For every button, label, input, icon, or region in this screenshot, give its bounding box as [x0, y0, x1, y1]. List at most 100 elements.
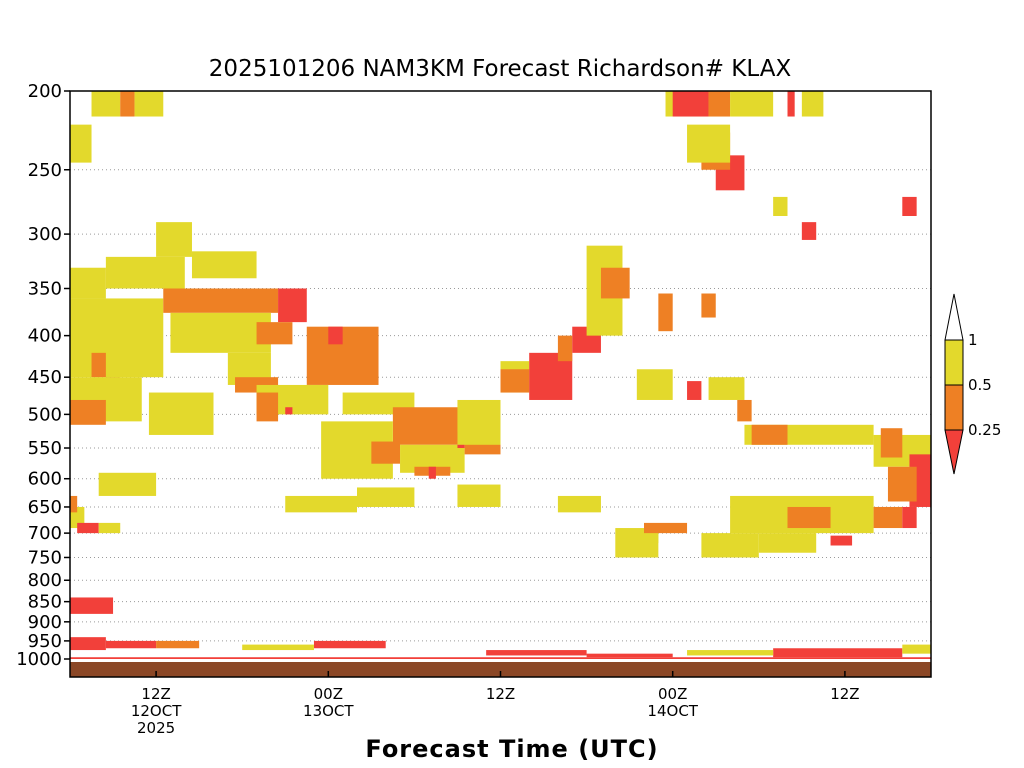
y-tick-label: 650	[28, 497, 62, 518]
data-cell	[658, 293, 673, 332]
data-cell-low	[773, 648, 903, 658]
data-cell-low	[313, 640, 386, 649]
data-cell-low	[105, 640, 157, 649]
y-tick-label: 800	[28, 570, 62, 591]
colorbar-bin	[944, 339, 964, 386]
data-cells	[70, 91, 931, 677]
data-cell	[256, 392, 279, 422]
data-cell	[98, 472, 157, 496]
data-cell	[371, 441, 401, 464]
data-cell	[557, 335, 573, 362]
data-cell	[98, 522, 121, 534]
data-cell	[285, 495, 357, 513]
data-cell	[751, 424, 788, 445]
data-cell	[148, 392, 214, 435]
colorbar: 1 0.5 0.25	[944, 293, 1001, 475]
data-cell-low	[242, 644, 314, 651]
colorbar-label: 1	[968, 331, 978, 349]
data-cell	[156, 222, 192, 257]
data-cell	[328, 326, 343, 345]
data-cell	[701, 533, 759, 558]
data-cell	[357, 487, 415, 507]
data-cell	[91, 352, 106, 378]
y-axis-ticks: 200 250 300 350 400 450 500 550 600 650 700 7508008…	[16, 81, 70, 670]
data-cell	[557, 495, 601, 513]
data-cell	[787, 91, 795, 117]
data-cell	[801, 91, 824, 117]
data-cell	[120, 91, 135, 117]
x-tick-label: 12OCT	[131, 702, 182, 720]
colorbar-label: 0.25	[968, 421, 1001, 439]
data-cell	[701, 293, 716, 318]
y-tick-label: 1000	[16, 649, 62, 670]
x-tick-label: 12Z	[141, 685, 170, 703]
data-cell	[457, 399, 501, 445]
data-cell	[902, 196, 917, 216]
data-cell	[787, 506, 831, 529]
y-tick-label: 950	[28, 631, 62, 652]
y-tick-label: 300	[28, 224, 62, 245]
data-cell-low	[902, 644, 931, 654]
data-cell-low	[586, 653, 673, 658]
y-tick-label: 400	[28, 326, 62, 347]
data-cell	[830, 535, 853, 546]
y-tick-label: 350	[28, 278, 62, 299]
data-cell	[91, 91, 121, 117]
data-cell-low	[70, 637, 106, 651]
data-cell	[600, 267, 630, 299]
colorbar-bin	[944, 384, 964, 431]
y-tick-label: 900	[28, 612, 62, 633]
x-tick-label: 13OCT	[303, 702, 354, 720]
x-axis-label: Forecast Time (UTC)	[365, 735, 658, 763]
chart-title: 2025101206 NAM3KM Forecast Richardson# K…	[209, 56, 792, 82]
data-cell	[70, 298, 164, 378]
data-cell-low	[70, 657, 931, 659]
data-cell	[70, 399, 106, 425]
data-cell	[70, 495, 78, 513]
data-cell	[636, 369, 673, 400]
data-cell-low	[486, 650, 587, 656]
data-cell	[170, 312, 271, 353]
data-cell	[873, 506, 903, 529]
data-cell	[758, 533, 817, 553]
data-cell	[773, 196, 788, 216]
y-tick-label: 250	[28, 160, 62, 181]
colorbar-label: 0.5	[968, 376, 992, 394]
data-cell	[392, 407, 465, 445]
data-cell	[801, 222, 817, 240]
x-tick-label: 12Z	[830, 685, 859, 703]
data-cell	[687, 124, 731, 163]
data-cell-low	[156, 640, 200, 649]
data-cell	[256, 322, 293, 345]
y-tick-label: 500	[28, 404, 62, 425]
data-cell	[880, 428, 903, 458]
data-cell	[70, 267, 106, 299]
ground-band	[70, 662, 931, 677]
x-tick-label: 00Z	[314, 685, 343, 703]
x-tick-label: 14OCT	[647, 702, 698, 720]
data-cell	[644, 522, 688, 534]
data-cell	[134, 91, 164, 117]
data-cell-low	[687, 650, 774, 656]
data-cell	[730, 91, 774, 117]
data-cell	[687, 381, 702, 400]
y-tick-label: 200	[28, 81, 62, 102]
x-tick-label: 00Z	[658, 685, 687, 703]
data-cell	[672, 91, 709, 117]
data-cell-low	[70, 597, 114, 614]
colorbar-extend-bottom	[944, 429, 964, 475]
data-cell	[70, 124, 92, 163]
data-cell	[428, 466, 436, 479]
data-cell	[278, 288, 307, 323]
y-tick-label: 600	[28, 469, 62, 490]
data-cell	[285, 407, 293, 415]
y-tick-label: 750	[28, 547, 62, 568]
data-cell	[887, 466, 917, 502]
y-tick-label: 700	[28, 523, 62, 544]
x-tick-label: 12Z	[486, 685, 515, 703]
data-cell	[737, 399, 752, 422]
data-cell	[708, 377, 745, 400]
data-cell	[105, 256, 185, 289]
